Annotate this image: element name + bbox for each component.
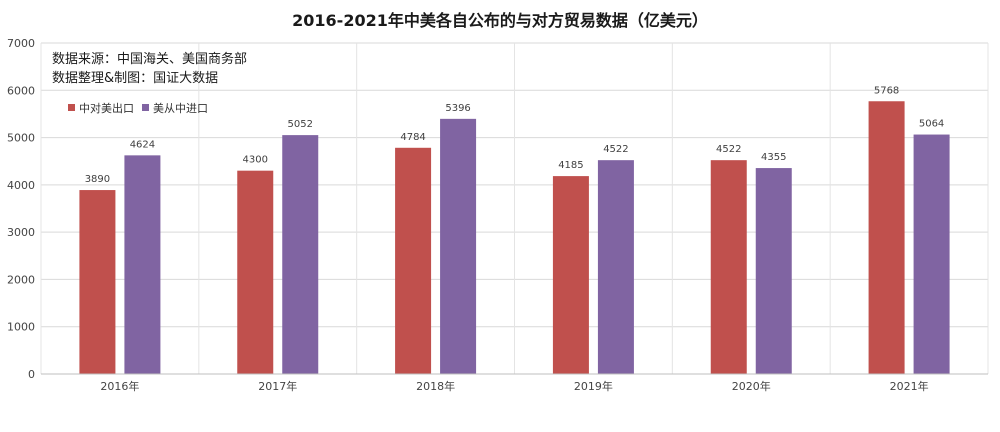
data-label: 5064	[919, 119, 944, 130]
legend: 中对美出口 美从中进口	[68, 101, 208, 115]
data-label: 5396	[445, 103, 470, 114]
data-label: 5768	[874, 85, 899, 96]
data-label: 4624	[130, 139, 155, 150]
y-tick-label: 6000	[7, 84, 35, 97]
y-axis: 0 1000 2000 3000 4000 5000 6000 7000	[7, 37, 35, 381]
data-label: 5052	[288, 119, 313, 130]
bar-import	[913, 134, 950, 374]
x-tick-label: 2020年	[732, 379, 771, 393]
data-label: 4784	[400, 132, 425, 143]
bars: 3890 4624 4300 5052 4784 5396 4185 4522 4522 4355…	[79, 85, 950, 375]
data-label: 4522	[716, 144, 741, 155]
x-tick-label: 2018年	[416, 379, 455, 393]
y-tick-label: 5000	[7, 132, 35, 145]
bar-import	[282, 135, 319, 374]
source-notes: 数据来源：中国海关、美国商务部 数据整理&制图：国证大数据	[52, 51, 247, 86]
data-label: 4300	[243, 155, 268, 166]
bar-export	[710, 160, 747, 374]
bar-import	[755, 168, 792, 374]
x-tick-label: 2021年	[890, 379, 929, 393]
legend-swatch-export	[68, 104, 75, 111]
chart-title: 2016-2021年中美各自公布的与对方贸易数据（亿美元）	[292, 11, 708, 30]
bar-export	[79, 190, 116, 374]
bar-import	[597, 160, 634, 374]
y-tick-label: 1000	[7, 321, 35, 334]
legend-swatch-import	[142, 104, 149, 111]
bar-import	[440, 118, 477, 374]
bar-export	[395, 147, 432, 374]
y-tick-label: 2000	[7, 273, 35, 286]
bar-export	[552, 176, 589, 374]
x-axis: 2016年 2017年 2018年 2019年 2020年 2021年	[41, 373, 988, 393]
data-label: 3890	[85, 174, 110, 185]
y-tick-label: 7000	[7, 37, 35, 50]
data-label: 4355	[761, 152, 786, 163]
data-label: 4185	[558, 160, 583, 171]
data-label: 4522	[603, 144, 628, 155]
x-tick-label: 2017年	[258, 379, 297, 393]
y-tick-label: 0	[28, 368, 35, 381]
gridlines	[40, 42, 989, 375]
bar-export	[237, 170, 274, 374]
legend-label-export: 中对美出口	[79, 101, 134, 115]
source-note: 数据来源：中国海关、美国商务部	[52, 51, 247, 67]
y-tick-label: 3000	[7, 226, 35, 239]
x-tick-label: 2016年	[100, 379, 139, 393]
bar-export	[868, 101, 905, 375]
y-tick-label: 4000	[7, 179, 35, 192]
x-tick-label: 2019年	[574, 379, 613, 393]
bar-import	[124, 155, 161, 374]
author-note: 数据整理&制图：国证大数据	[52, 71, 218, 86]
legend-label-import: 美从中进口	[153, 102, 208, 115]
